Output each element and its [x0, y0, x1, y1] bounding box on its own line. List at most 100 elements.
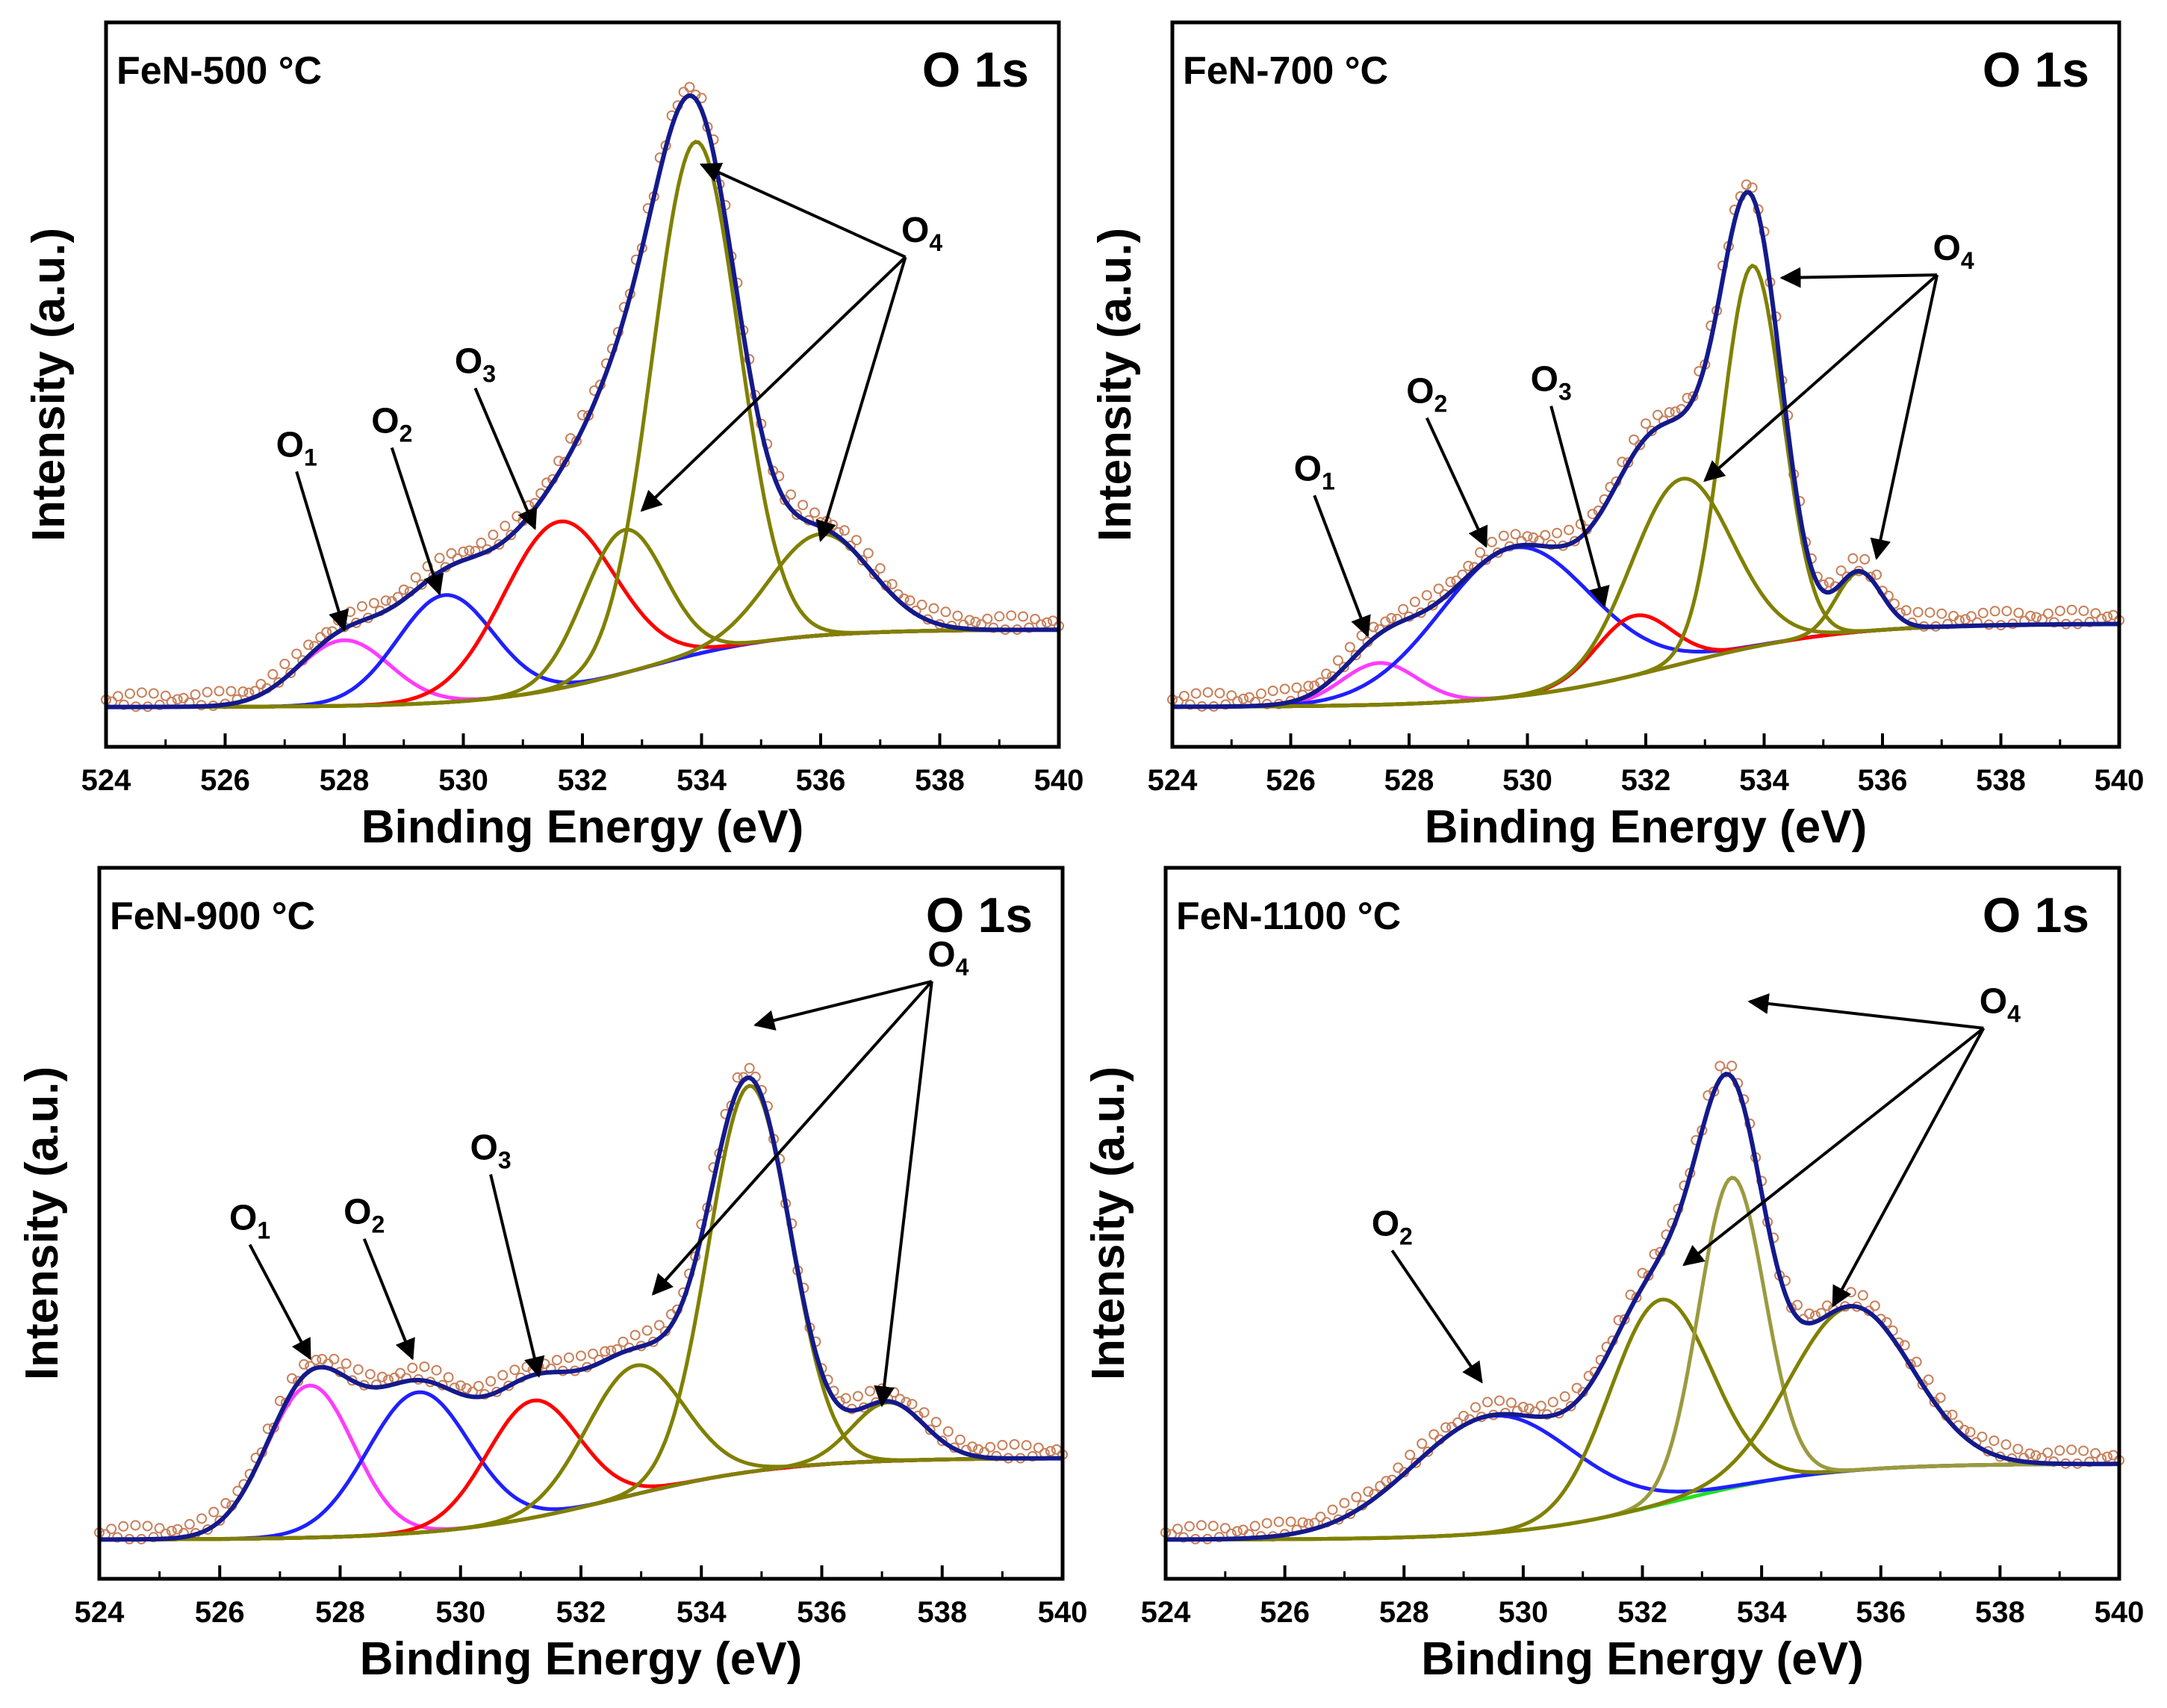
raw-data-point	[1261, 1518, 1272, 1529]
component-o2	[1166, 1413, 2119, 1541]
x-tick-label: 540	[2095, 764, 2145, 797]
raw-data-point	[1989, 606, 2000, 617]
raw-data-point	[106, 1524, 117, 1535]
x-tick-label: 526	[200, 764, 250, 797]
raw-data-point	[1327, 1504, 1338, 1515]
raw-data-point	[214, 686, 225, 697]
x-tick-label: 524	[1148, 764, 1198, 797]
raw-data-point	[1411, 1457, 1422, 1468]
x-tick-label: 528	[1384, 764, 1434, 797]
raw-data-point	[1273, 1516, 1284, 1527]
raw-data-point	[1517, 1402, 1529, 1412]
raw-data-point	[563, 1352, 574, 1363]
spectrum-title: O 1s	[1983, 42, 2089, 97]
raw-data-point	[1625, 1289, 1636, 1300]
raw-data-point	[299, 1358, 310, 1370]
raw-data-point	[2108, 609, 2119, 621]
y-axis-title: Intensity (a.u.)	[1083, 1066, 1134, 1380]
peak-annotation-o4: O4	[640, 163, 942, 542]
x-axis-title: Binding Energy (eV)	[1425, 801, 1867, 853]
raw-data-point	[455, 1380, 466, 1391]
raw-data-point	[1350, 650, 1361, 661]
spectrum-title: O 1s	[926, 887, 1033, 942]
raw-data-point	[1629, 434, 1640, 445]
raw-data-point	[886, 579, 898, 590]
raw-data-point	[287, 1373, 297, 1384]
raw-data-point	[1911, 1356, 1922, 1367]
raw-data-point	[930, 1417, 942, 1428]
raw-data-point	[928, 603, 939, 614]
component-o1	[99, 1383, 1063, 1541]
raw-data-point	[345, 606, 355, 618]
raw-data-point	[964, 615, 975, 626]
x-tick-label: 532	[558, 764, 608, 797]
raw-data-point	[1564, 524, 1574, 535]
raw-data-point	[1255, 688, 1266, 699]
x-tick-label: 540	[2095, 1596, 2145, 1629]
raw-data-point	[1899, 1340, 1910, 1351]
raw-data-point	[500, 521, 511, 532]
raw-data-point	[1522, 531, 1533, 542]
raw-data-markers	[94, 1063, 1068, 1544]
raw-data-point	[1048, 615, 1058, 627]
raw-data-point	[267, 668, 279, 680]
raw-data-point	[473, 1381, 484, 1391]
annotation-arrow	[1390, 1249, 1483, 1384]
raw-data-point	[220, 1497, 231, 1509]
x-tick-label: 528	[315, 1596, 365, 1629]
raw-data-point	[1202, 687, 1213, 698]
peak-annotation-o1: O1	[276, 425, 349, 632]
fit-envelope	[1166, 1071, 2119, 1542]
raw-data-point	[1924, 607, 1936, 618]
raw-data-point	[2013, 607, 2024, 618]
raw-data-point	[1947, 1409, 1958, 1420]
raw-data-point	[506, 530, 517, 541]
peak-label: O4	[1980, 982, 2021, 1028]
raw-data-point	[1641, 418, 1651, 429]
raw-data-point	[395, 1367, 406, 1379]
raw-data-point	[792, 509, 803, 521]
raw-data-point	[214, 1515, 226, 1527]
raw-data-point	[1714, 1060, 1726, 1072]
raw-data-point	[184, 1518, 195, 1530]
raw-data-point	[1505, 1397, 1517, 1409]
raw-data-point	[1498, 530, 1509, 541]
fit-envelope	[1172, 190, 2120, 709]
x-tick-label: 530	[438, 764, 488, 797]
raw-data-point	[1587, 509, 1598, 520]
raw-data-point	[1871, 569, 1882, 580]
raw-data-point	[389, 1372, 400, 1383]
x-axis-title: Binding Energy (eV)	[1421, 1633, 1863, 1685]
plot-frame	[1163, 866, 2121, 1581]
x-tick-label: 538	[1975, 1596, 2025, 1629]
annotation-arrow	[1832, 1027, 1986, 1308]
peak-label: O1	[276, 425, 317, 471]
raw-data-point	[464, 545, 475, 556]
x-tick-label: 540	[1038, 1596, 1088, 1629]
raw-data-point	[1510, 529, 1521, 540]
raw-data-point	[918, 1407, 930, 1418]
sample-label: FeN-500 °C	[116, 49, 322, 93]
x-tick-label: 538	[1976, 764, 2026, 797]
raw-data-point	[1196, 1520, 1207, 1531]
raw-data-point	[1552, 527, 1563, 538]
annotation-arrow	[295, 471, 349, 632]
raw-data-point	[352, 1364, 364, 1375]
x-axis: 524 526 528 530 532 534 536 538 540	[75, 1565, 1088, 1629]
raw-data-point	[410, 572, 421, 583]
raw-data-point	[798, 500, 809, 511]
raw-data-point	[160, 690, 171, 701]
raw-data-point	[997, 1440, 1008, 1450]
component-o4b	[1166, 1176, 2119, 1541]
raw-data-point	[1977, 607, 1989, 618]
raw-data-point	[1279, 683, 1290, 695]
raw-data-point	[1018, 611, 1029, 622]
raw-data-point	[172, 694, 183, 705]
raw-data-point	[291, 648, 302, 659]
raw-data-point	[553, 456, 565, 467]
raw-data-point	[1417, 1438, 1428, 1449]
raw-data-point	[565, 433, 576, 444]
raw-data-markers	[1160, 1060, 2124, 1544]
peak-label: O3	[455, 342, 496, 388]
raw-data-point	[940, 606, 951, 618]
